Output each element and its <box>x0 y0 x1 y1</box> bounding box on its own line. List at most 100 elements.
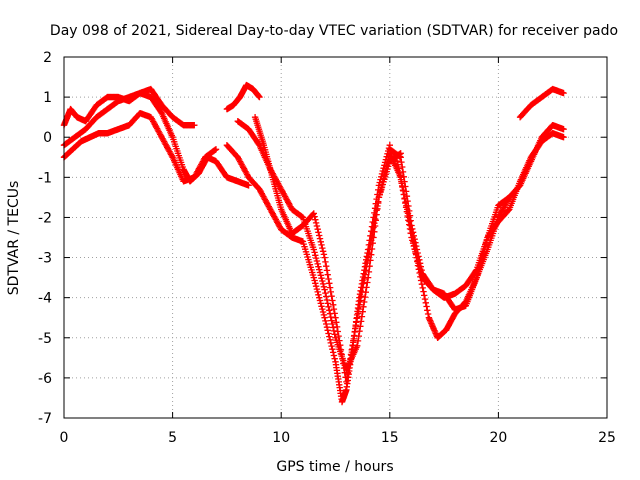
data-point <box>320 283 328 290</box>
data-point <box>346 360 353 367</box>
data-point <box>395 165 402 172</box>
data-point <box>332 314 339 321</box>
plot-frame <box>63 56 608 419</box>
data-point <box>402 198 409 206</box>
data-point <box>360 303 367 310</box>
data-point <box>316 266 323 273</box>
data-point <box>331 355 338 362</box>
data-point <box>319 280 327 288</box>
data-point <box>313 257 321 265</box>
x-tick-label: 0 <box>60 430 69 446</box>
data-point <box>410 238 417 245</box>
data-point <box>320 311 328 319</box>
data-point <box>421 292 428 299</box>
data-point <box>560 126 567 133</box>
data-point <box>352 323 359 331</box>
y-tick-label: -5 <box>38 331 52 347</box>
data-point <box>314 288 321 296</box>
data-point <box>397 172 404 180</box>
data-point <box>382 165 390 173</box>
data-point <box>325 275 332 283</box>
data-point <box>417 277 425 284</box>
data-point <box>324 327 331 334</box>
y-tick-label: -7 <box>38 411 52 427</box>
data-point <box>358 313 366 320</box>
data-point <box>350 332 358 340</box>
data-point <box>373 207 380 214</box>
data-point <box>330 352 338 359</box>
data-point <box>411 246 419 253</box>
data-point <box>409 234 416 241</box>
data-point <box>328 342 335 350</box>
data-point <box>366 245 373 253</box>
data-point <box>315 263 322 270</box>
series-track-3 <box>60 89 252 189</box>
data-point <box>375 194 383 201</box>
y-tick-label: 0 <box>43 130 52 146</box>
data-point <box>401 195 408 202</box>
data-point <box>317 238 324 245</box>
data-point <box>323 293 330 300</box>
data-point <box>317 300 324 307</box>
data-series <box>60 81 567 406</box>
data-point <box>321 314 328 321</box>
data-point <box>330 305 338 313</box>
data-point <box>394 161 402 168</box>
y-tick-label: -4 <box>38 291 52 307</box>
data-point <box>393 154 400 161</box>
data-point <box>337 346 345 353</box>
data-point <box>331 331 338 338</box>
data-point <box>355 305 362 313</box>
data-point <box>365 250 373 257</box>
data-point <box>312 254 320 262</box>
data-point <box>319 305 326 313</box>
data-point <box>361 271 369 278</box>
data-point <box>371 215 379 223</box>
data-point <box>421 295 429 303</box>
data-point <box>381 169 389 176</box>
data-point <box>419 284 426 292</box>
data-point <box>376 191 383 198</box>
series-track-10 <box>516 85 567 121</box>
data-point <box>506 194 513 201</box>
data-point <box>357 293 365 300</box>
data-point <box>400 191 408 198</box>
data-point <box>350 337 357 344</box>
data-point <box>318 241 325 249</box>
data-point <box>326 307 333 314</box>
data-point <box>364 274 372 281</box>
y-tick-labels: -7 -6 -5 -4 -3 -2 -1 0 1 2 <box>38 50 52 427</box>
data-point <box>316 294 323 301</box>
data-point <box>324 271 331 278</box>
data-point <box>404 210 412 217</box>
x-tick-label: 5 <box>168 430 177 446</box>
data-point <box>393 157 401 165</box>
data-point <box>560 134 567 141</box>
data-point <box>372 211 379 218</box>
data-point <box>310 210 317 217</box>
data-point <box>339 355 346 363</box>
data-point <box>357 297 364 304</box>
data-point <box>408 230 415 237</box>
data-point <box>335 332 342 340</box>
data-point <box>321 286 328 293</box>
data-point <box>191 122 198 129</box>
y-tick-label: -2 <box>38 210 52 226</box>
data-point <box>316 269 324 276</box>
data-point <box>212 146 220 153</box>
data-point <box>321 254 328 261</box>
data-point <box>328 293 335 300</box>
data-point <box>333 323 341 331</box>
y-axis-label: SDTVAR / TECUs <box>6 181 22 296</box>
data-point <box>323 267 331 274</box>
data-point <box>414 262 422 269</box>
data-point <box>316 235 324 242</box>
data-point <box>312 283 320 290</box>
data-point <box>406 218 413 225</box>
data-point <box>364 258 371 266</box>
data-point <box>331 310 338 317</box>
data-point <box>347 351 355 358</box>
data-point <box>381 172 388 179</box>
series-line <box>254 116 565 383</box>
data-point <box>375 198 382 205</box>
